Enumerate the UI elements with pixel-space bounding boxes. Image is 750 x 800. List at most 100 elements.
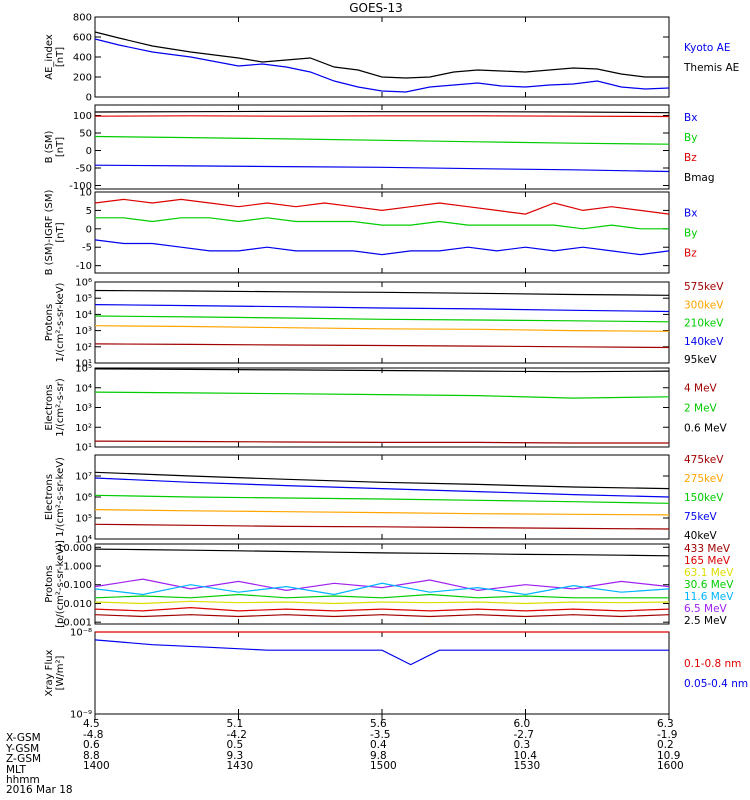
legend-entry: Bmag bbox=[684, 172, 715, 184]
series-line-themis-ae bbox=[94, 31, 669, 79]
panel-2: -100 -50 0 50 100 B (SM) [nT] Bx By Bz Bmag bbox=[44, 104, 715, 192]
series-line-11-6-mev bbox=[94, 582, 670, 596]
y-axis-title: [p/(cm²-s-sr-keV)] bbox=[55, 540, 66, 628]
footer-value: 5.6 bbox=[370, 718, 387, 730]
series-line-275kev bbox=[94, 509, 670, 516]
y-tick-label: 10⁶ bbox=[75, 493, 92, 504]
legend-entry: 2.5 MeV bbox=[684, 615, 728, 627]
footer-value: 10.4 bbox=[513, 749, 537, 762]
series-line-kyoto-ae bbox=[94, 38, 670, 93]
footer-value: 0.4 bbox=[370, 739, 387, 751]
series-line-0-05-0-4-nm bbox=[94, 639, 669, 666]
panel-1: 0 200 400 600 800 AE_index [nT] Kyoto AE Themis … bbox=[44, 13, 739, 104]
series-line-165-mev bbox=[94, 606, 670, 612]
footer-value: 6.0 bbox=[513, 718, 531, 730]
series-line-bmag bbox=[94, 110, 670, 114]
panel-8: 10⁻⁹ 10⁻⁸ Xray Flux [W/m²] 0.1-0.8 nm 0.05-0.… bbox=[44, 628, 748, 721]
y-tick-label: 10⁵ bbox=[75, 294, 92, 305]
legend-entry: 0.6 MeV bbox=[684, 423, 728, 435]
y-axis-title: Protons bbox=[44, 304, 55, 341]
y-axis-title: [W/m²] bbox=[55, 655, 66, 690]
y-axis-title: [nT] bbox=[55, 137, 66, 157]
y-tick-label: 0.100 bbox=[63, 580, 92, 591]
legend-entry: 433 MeV bbox=[684, 543, 731, 555]
legend-entry: 140keV bbox=[684, 336, 724, 348]
y-tick-label: 10² bbox=[75, 423, 92, 434]
footer-value: -4.2 bbox=[226, 728, 248, 741]
y-axis-title: 1/(cm²-s-sr) bbox=[55, 378, 66, 437]
legend-entry: Themis AE bbox=[683, 62, 739, 74]
footer-row-label: Z-GSM bbox=[6, 753, 42, 765]
legend-entry: 150keV bbox=[684, 492, 724, 504]
y-axis-title: B (SM) bbox=[44, 130, 55, 163]
y-tick-label: 10¹ bbox=[75, 443, 92, 454]
y-axis-title: B (SM)-IGRF (SM) bbox=[44, 190, 55, 276]
panel-frame bbox=[94, 191, 670, 274]
series-line-bz bbox=[94, 115, 670, 118]
y-axis-title: 1/(cm²-s-sr-keV) bbox=[55, 457, 66, 537]
series-line-63-1-mev bbox=[94, 600, 670, 605]
footer-value: 5.1 bbox=[226, 718, 244, 730]
legend-entry: 2 MeV bbox=[684, 403, 718, 415]
y-axis-title: Xray Flux bbox=[44, 649, 55, 696]
footer-value: -3.5 bbox=[370, 728, 391, 741]
y-tick-label: 10⁵ bbox=[75, 364, 92, 375]
y-tick-label: 10⁷ bbox=[75, 472, 92, 483]
legend-entry: 63.1 MeV bbox=[684, 567, 734, 579]
y-tick-label: -10 bbox=[76, 261, 92, 272]
y-axis-title: [nT] bbox=[55, 222, 66, 242]
y-axis-title: 1/(cm²-s-sr-keV) bbox=[55, 282, 66, 362]
footer-value: 4.5 bbox=[83, 718, 100, 730]
series-line-433-mev bbox=[94, 614, 670, 618]
y-tick-label: 10³ bbox=[75, 403, 92, 414]
panel-frame bbox=[94, 367, 670, 448]
y-axis-title: Protons bbox=[44, 565, 55, 602]
legend-entry: 95keV bbox=[684, 354, 718, 366]
footer-value: 0.3 bbox=[513, 739, 531, 751]
series-line-bz bbox=[94, 198, 670, 215]
y-tick-label: 10⁴ bbox=[75, 383, 92, 394]
y-tick-label: 0.001 bbox=[63, 618, 92, 629]
series-line-150kev bbox=[94, 494, 670, 504]
y-axis-title: Electrons bbox=[44, 384, 55, 430]
legend-entry: 275keV bbox=[684, 473, 724, 485]
footer-row-label: X-GSM bbox=[6, 732, 41, 744]
legend-entry: 575keV bbox=[684, 281, 724, 293]
y-tick-label: 10⁻⁹ bbox=[70, 710, 92, 721]
footer-value: 8.8 bbox=[83, 749, 100, 762]
y-tick-label: 10⁶ bbox=[75, 278, 92, 289]
legend-entry: Bz bbox=[684, 248, 697, 260]
footer-row-label: MLT bbox=[6, 763, 26, 776]
footer-value: 1600 bbox=[657, 760, 684, 772]
legend-entry: By bbox=[684, 228, 697, 240]
footer-value: 1400 bbox=[83, 760, 110, 772]
legend-entry: 165 MeV bbox=[684, 555, 731, 567]
panel-4: 10¹ 10² 10³ 10⁴ 10⁵ 10⁶ Protons 1/(cm²-s-sr-keV… bbox=[44, 278, 724, 370]
y-tick-label: -100 bbox=[69, 181, 92, 192]
series-line-by bbox=[94, 135, 670, 145]
panel-frame bbox=[94, 16, 670, 98]
footer-value: -1.9 bbox=[657, 728, 678, 741]
y-tick-label: 0 bbox=[86, 224, 92, 235]
panel-3: -10 -5 0 5 10 B (SM)-IGRF (SM) [nT] Bx By Bz bbox=[44, 188, 697, 276]
y-tick-label: 200 bbox=[73, 73, 92, 84]
series-line-140kev bbox=[94, 304, 670, 313]
series-line-2-5-mev bbox=[94, 548, 670, 557]
y-tick-label: 10⁻⁸ bbox=[70, 628, 92, 639]
y-tick-label: 10 bbox=[79, 188, 92, 199]
footer-value: 1530 bbox=[513, 760, 541, 772]
y-tick-label: 10³ bbox=[75, 326, 92, 337]
y-tick-label: 0.010 bbox=[63, 599, 92, 610]
footer-value: 6.3 bbox=[657, 718, 674, 730]
series-line-4-mev bbox=[94, 440, 669, 444]
chart-title: GOES-13 bbox=[349, 1, 403, 15]
legend-entry: Bz bbox=[684, 152, 697, 164]
series-line-0-6-mev bbox=[94, 368, 670, 373]
footer-value: -4.8 bbox=[83, 728, 104, 741]
y-axis-title: AE_index bbox=[44, 34, 55, 80]
legend-entry: 475keV bbox=[684, 454, 724, 466]
y-tick-label: 10¹ bbox=[75, 359, 92, 370]
y-tick-label: 5 bbox=[86, 206, 92, 217]
legend-entry: 6.5 MeV bbox=[684, 603, 728, 615]
